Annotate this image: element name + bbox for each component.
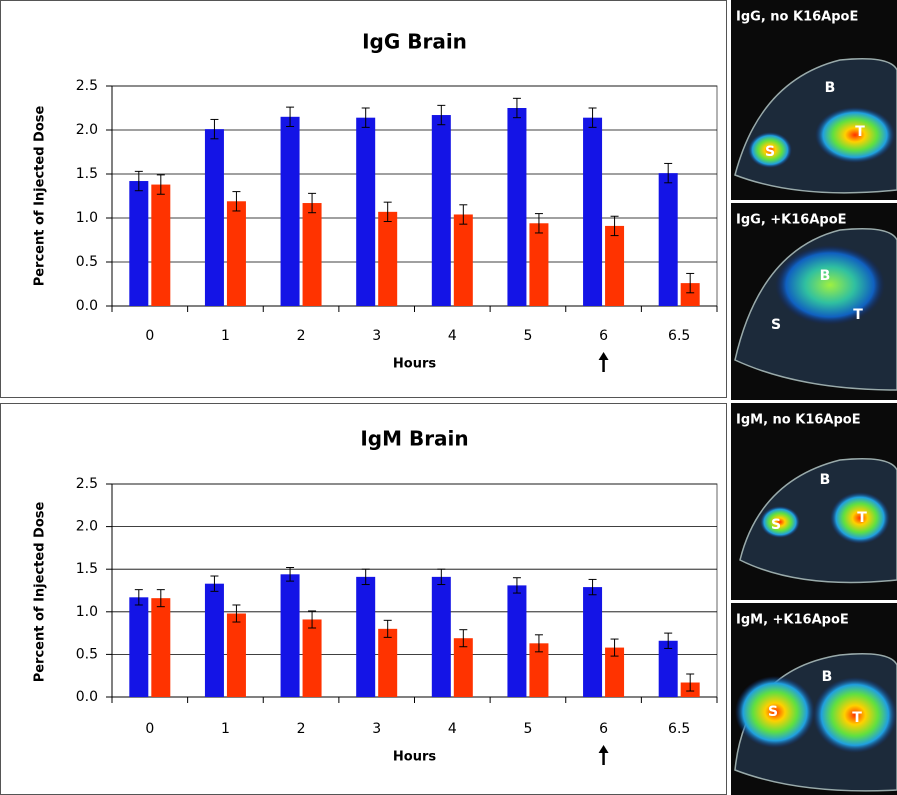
bar	[605, 226, 624, 306]
image-panel: IgM, no K16ApoE B S T	[731, 403, 897, 600]
panel-title: IgM, +K16ApoE	[736, 613, 849, 628]
region-label: B	[820, 268, 831, 284]
region-label: T	[852, 710, 862, 726]
x-tick-label: 6.5	[668, 328, 690, 344]
panel-title: IgM, no K16ApoE	[736, 413, 861, 428]
x-tick-label: 3	[372, 328, 381, 344]
x-tick-label: 2	[297, 721, 306, 737]
y-tick-label: 1.0	[76, 604, 98, 620]
chart-title: IgG Brain	[362, 30, 467, 54]
image-panel: IgM, +K16ApoE B S T	[731, 603, 897, 795]
x-tick-label: 0	[145, 721, 154, 737]
bar	[659, 641, 678, 697]
region-label: T	[853, 307, 863, 323]
y-tick-label: 2.5	[76, 78, 98, 94]
bar	[205, 129, 224, 306]
y-tick-label: 1.5	[76, 561, 98, 577]
x-tick-label: 4	[448, 328, 457, 344]
y-tick-label: 0.5	[76, 646, 98, 662]
x-tick-label: 0	[145, 328, 154, 344]
y-tick-label: 0.5	[76, 254, 98, 270]
x-tick-label: 5	[523, 328, 532, 344]
x-axis-label: Hours	[393, 750, 436, 765]
chart-title: IgM Brain	[360, 427, 468, 451]
region-label: B	[820, 472, 831, 488]
bar	[303, 203, 322, 306]
bar	[281, 117, 300, 306]
y-tick-label: 2.0	[76, 519, 98, 535]
region-label: T	[855, 124, 865, 140]
bar	[659, 173, 678, 306]
bar	[356, 118, 375, 306]
bar	[151, 598, 170, 697]
x-tick-label: 2	[297, 328, 306, 344]
bar	[583, 587, 602, 697]
y-tick-label: 1.0	[76, 210, 98, 226]
bar	[129, 597, 148, 697]
y-tick-label: 1.5	[76, 166, 98, 182]
y-tick-label: 0.0	[76, 689, 98, 705]
region-label: B	[822, 669, 833, 685]
bar	[432, 115, 451, 306]
image-panel: IgG, +K16ApoE B S T	[731, 203, 897, 400]
x-tick-label: 1	[221, 328, 230, 344]
bar	[378, 629, 397, 697]
bar	[129, 181, 148, 306]
figure: 0.0 0.5 1.0 1.5 2.0 2.5 0 1 2 3 4 5 6 6.5 IgG Brain Hou…	[0, 0, 897, 795]
x-tick-label: 5	[523, 721, 532, 737]
bar	[281, 574, 300, 697]
bar	[432, 577, 451, 697]
y-tick-label: 2.5	[76, 476, 98, 492]
region-label: B	[825, 80, 836, 96]
panel-title: IgG, +K16ApoE	[736, 213, 847, 228]
bar	[303, 619, 322, 697]
bar	[583, 118, 602, 306]
region-label: S	[765, 144, 775, 160]
panel-title: IgG, no K16ApoE	[736, 10, 858, 25]
bar	[227, 614, 246, 697]
bar	[507, 108, 526, 306]
x-tick-label: 1	[221, 721, 230, 737]
image-panel: IgG, no K16ApoE B S T	[731, 0, 897, 200]
x-tick-label: 6	[599, 721, 608, 737]
bar	[227, 201, 246, 306]
signal-blob	[775, 245, 885, 325]
y-axis-label: Percent of Injected Dose	[33, 106, 48, 287]
region-label: S	[768, 704, 778, 720]
region-label: S	[771, 317, 781, 333]
y-tick-label: 2.0	[76, 122, 98, 138]
bar	[507, 585, 526, 697]
bar	[356, 577, 375, 697]
bar	[378, 212, 397, 306]
y-axis-label: Percent of Injected Dose	[33, 502, 48, 683]
bar	[529, 223, 548, 306]
x-tick-label: 4	[448, 721, 457, 737]
x-tick-label: 6	[599, 328, 608, 344]
bar	[205, 584, 224, 697]
y-tick-label: 0.0	[76, 298, 98, 314]
region-label: S	[771, 517, 781, 533]
x-tick-label: 3	[372, 721, 381, 737]
x-axis-label: Hours	[393, 357, 436, 372]
region-label: T	[857, 510, 867, 526]
bar	[151, 185, 170, 306]
x-tick-label: 6.5	[668, 721, 690, 737]
bar	[454, 214, 473, 306]
